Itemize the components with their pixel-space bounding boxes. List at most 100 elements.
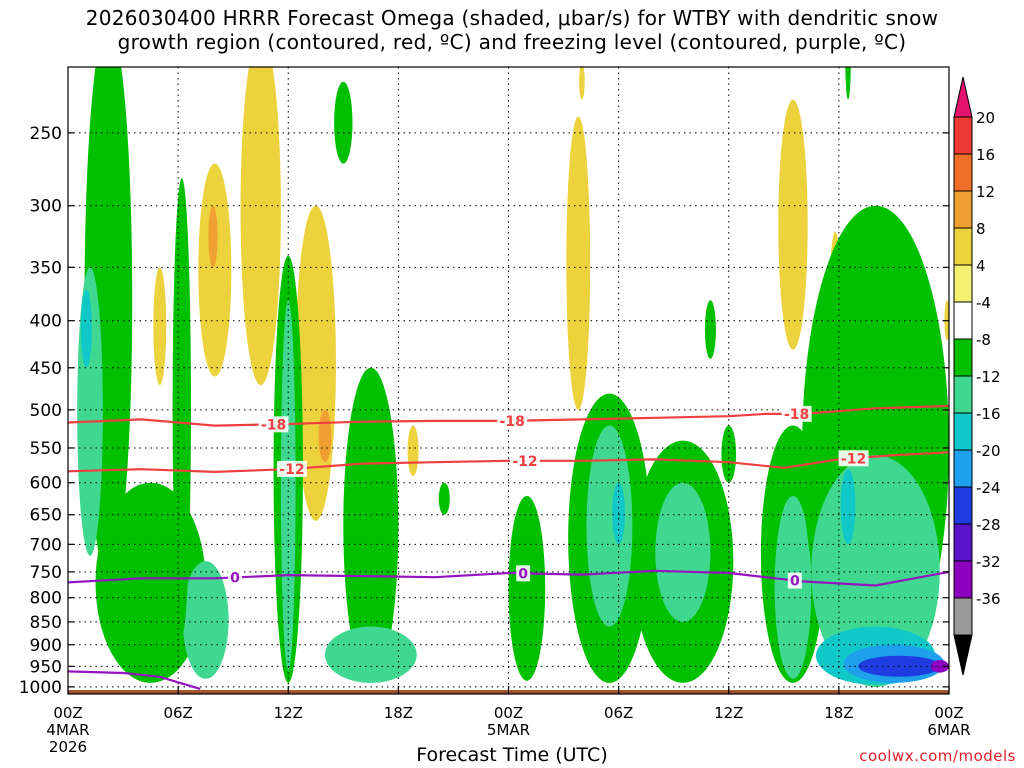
y-tick-label: 1000 bbox=[19, 678, 62, 698]
colorbar-segment bbox=[953, 412, 973, 451]
contour-label-bg bbox=[787, 572, 802, 589]
colorbar-segment bbox=[953, 486, 973, 525]
contour-label-bg bbox=[497, 412, 528, 429]
colorbar-label: -20 bbox=[976, 442, 1001, 460]
contour-label: -18 bbox=[784, 407, 809, 423]
omega-region bbox=[182, 561, 229, 679]
omega-region bbox=[324, 626, 417, 683]
x-tick-label: 06Z bbox=[163, 704, 192, 722]
contour-label-bg bbox=[516, 565, 531, 582]
x-tick-label: 00Z bbox=[53, 704, 82, 722]
omega-region bbox=[343, 367, 399, 683]
contour-label-bg bbox=[510, 452, 541, 469]
omega-region bbox=[721, 425, 737, 483]
omega-region bbox=[704, 300, 716, 359]
credit-text: coolwx.com/models bbox=[859, 747, 1016, 765]
y-tick-label: 950 bbox=[30, 657, 62, 677]
colorbar-segment bbox=[953, 560, 973, 599]
contour-label-bg bbox=[258, 416, 289, 433]
x-tick-label: 12Z bbox=[274, 704, 303, 722]
x-tick-date: 6MAR bbox=[927, 721, 970, 739]
x-tick-year: 2026 bbox=[49, 738, 87, 756]
colorbar-label: -8 bbox=[976, 331, 991, 349]
colorbar-segment bbox=[953, 597, 973, 636]
omega-region bbox=[845, 67, 851, 100]
x-tick-label: 18Z bbox=[824, 704, 853, 722]
colorbar-top-arrow bbox=[953, 76, 973, 118]
x-tick-date: 4MAR bbox=[46, 721, 89, 739]
y-tick-label: 750 bbox=[30, 563, 62, 583]
colorbar-label: 16 bbox=[976, 146, 995, 164]
omega-region bbox=[586, 425, 633, 627]
contour-dgz-minus12 bbox=[68, 451, 949, 474]
omega-region bbox=[655, 482, 711, 622]
colorbar-label: 8 bbox=[976, 220, 986, 238]
x-tick-label: 18Z bbox=[384, 704, 413, 722]
y-tick-label: 600 bbox=[30, 474, 62, 494]
colorbar-segment bbox=[953, 227, 973, 266]
colorbar-label: 20 bbox=[976, 109, 995, 127]
y-tick-label: 250 bbox=[30, 124, 62, 144]
omega-region bbox=[153, 267, 167, 386]
colorbar-label: -32 bbox=[976, 553, 1001, 571]
y-tick-label: 700 bbox=[30, 535, 62, 555]
contour-label: -12 bbox=[841, 451, 866, 467]
omega-region bbox=[566, 116, 591, 410]
y-tick-label: 500 bbox=[30, 401, 62, 421]
omega-region bbox=[579, 67, 585, 100]
omega-region bbox=[930, 660, 949, 673]
contour-label: -18 bbox=[261, 417, 286, 433]
contour-label: 0 bbox=[518, 566, 528, 582]
omega-region bbox=[334, 81, 353, 164]
contour-label: -12 bbox=[279, 462, 304, 478]
omega-region bbox=[240, 67, 281, 386]
colorbar-segment bbox=[953, 338, 973, 377]
colorbar-segment bbox=[953, 301, 973, 340]
contour-freezing-level bbox=[68, 569, 949, 587]
colorbar-label: -16 bbox=[976, 405, 1001, 423]
contour-freezing-level-low bbox=[68, 670, 201, 690]
x-tick-label: 12Z bbox=[714, 704, 743, 722]
title-line-2: growth region (contoured, red, ºC) and f… bbox=[117, 30, 907, 54]
colorbar-label: 4 bbox=[976, 257, 986, 275]
contour-label: 0 bbox=[230, 570, 240, 586]
x-tick-label: 06Z bbox=[604, 704, 633, 722]
colorbar: 20 16 12 8 4 -4 -8 -12 -16 -20 -24 -28 -32 -36 bbox=[953, 76, 1001, 676]
x-tick-date: 5MAR bbox=[487, 721, 530, 739]
contour-label: 0 bbox=[790, 574, 800, 590]
contour-label-bg bbox=[276, 460, 307, 477]
contour-label-bg bbox=[228, 569, 243, 586]
omega-region bbox=[198, 163, 232, 377]
y-tick-label: 850 bbox=[30, 613, 62, 633]
y-tick-label: 900 bbox=[30, 636, 62, 656]
y-tick-label: 300 bbox=[30, 197, 62, 217]
colorbar-label: -28 bbox=[976, 516, 1001, 534]
colorbar-segment bbox=[953, 264, 973, 303]
colorbar-label: -4 bbox=[976, 294, 991, 312]
y-tick-label: 650 bbox=[30, 506, 62, 526]
omega-region bbox=[438, 482, 450, 515]
y-tick-label: 550 bbox=[30, 439, 62, 459]
omega-region bbox=[508, 495, 546, 681]
x-tick-label: 00Z bbox=[494, 704, 523, 722]
colorbar-segment bbox=[953, 153, 973, 192]
x-tick-label: 00Z bbox=[934, 704, 963, 722]
y-tick-label: 450 bbox=[30, 359, 62, 379]
omega-region bbox=[318, 409, 332, 463]
omega-region bbox=[172, 178, 191, 636]
omega-region bbox=[407, 425, 419, 477]
colorbar-bottom-arrow bbox=[953, 634, 973, 676]
y-tick-label: 800 bbox=[30, 589, 62, 609]
colorbar-label: -12 bbox=[976, 368, 1001, 386]
omega-region bbox=[208, 205, 218, 268]
y-tick-label: 350 bbox=[30, 258, 62, 278]
colorbar-segment bbox=[953, 190, 973, 229]
colorbar-label: 12 bbox=[976, 183, 995, 201]
contour-label-bg bbox=[781, 405, 812, 422]
colorbar-segment bbox=[953, 449, 973, 488]
chart-title: 2026030400 HRRR Forecast Omega (shaded, … bbox=[0, 6, 1024, 54]
colorbar-label: -36 bbox=[976, 590, 1001, 608]
omega-region bbox=[778, 99, 808, 350]
